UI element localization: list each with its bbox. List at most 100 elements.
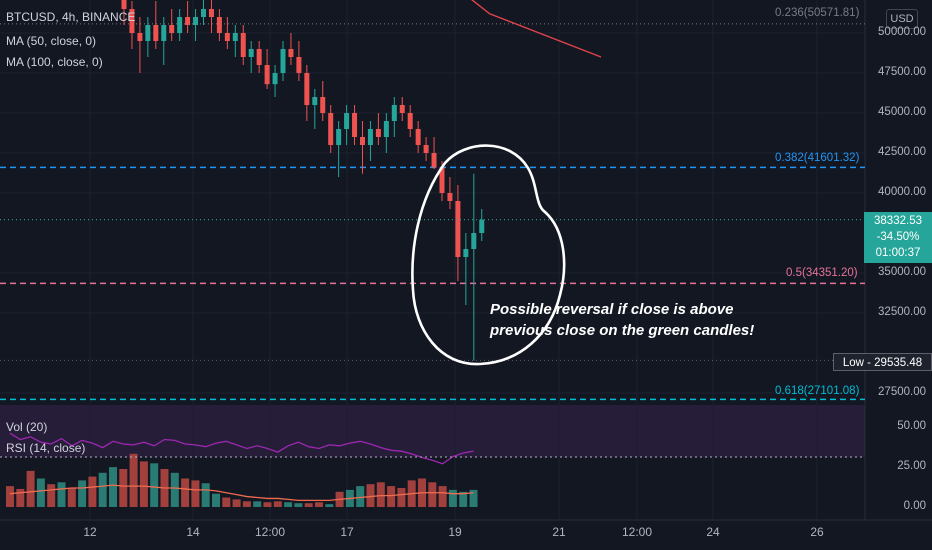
candle-body	[360, 137, 365, 145]
fib-05-label: 0.5(34351.20)	[786, 267, 858, 279]
volume-bar	[448, 489, 457, 507]
candle-body	[439, 167, 445, 193]
candle-body	[463, 249, 469, 257]
rsi-axis-label: 0.00	[903, 500, 926, 512]
candle-body	[352, 113, 358, 137]
volume-bar	[366, 484, 375, 507]
volume-bar	[397, 488, 406, 507]
candle-body	[145, 25, 151, 41]
volume-bar	[242, 501, 251, 507]
volume-bar	[232, 499, 241, 507]
volume-bar	[212, 493, 220, 507]
current-price-value: 38332.53	[874, 215, 922, 227]
volume-bar	[294, 503, 303, 507]
volume-bar	[191, 480, 200, 507]
candle-body	[320, 97, 326, 113]
ma100-legend[interactable]: MA (100, close, 0)	[6, 55, 103, 69]
rsi-axis-label: 25.00	[897, 460, 926, 472]
volume-bar	[469, 489, 478, 507]
volume-bar	[201, 483, 210, 507]
rsi-band	[0, 405, 865, 457]
price-axis-label: 35000.00	[878, 266, 926, 278]
time-axis-tick: 26	[810, 525, 824, 539]
candle-body	[121, 0, 127, 9]
fib-0618-label: 0.618(27101.08)	[775, 385, 860, 397]
candle-body	[455, 201, 461, 257]
annotation-circle[interactable]	[411, 144, 566, 366]
volume-bar	[119, 469, 128, 507]
candle-body	[375, 129, 381, 137]
volume-bars	[6, 453, 478, 507]
volume-ma-line	[9, 484, 474, 501]
time-axis-tick: 12	[83, 525, 97, 539]
candle-body	[336, 129, 342, 145]
time-axis-tick: 12:00	[254, 525, 286, 539]
vol-legend[interactable]: Vol (20)	[6, 420, 48, 434]
current-price-change: -34.50%	[876, 231, 920, 243]
candle-body	[391, 105, 397, 121]
volume-bar	[263, 502, 272, 507]
candle-body	[185, 17, 191, 25]
time-axis-tick: 19	[448, 525, 462, 539]
current-price-tag: 38332.53 -34.50% 01:00:37	[864, 212, 932, 263]
candle-countdown: 01:00:37	[875, 247, 921, 259]
time-axis-tick: 17	[340, 525, 354, 539]
candle-body	[383, 121, 389, 137]
candle-body	[471, 233, 477, 249]
candle-body	[304, 73, 310, 105]
volume-bar	[139, 461, 148, 507]
volume-bar	[57, 482, 66, 507]
candle-body	[153, 25, 159, 41]
candle-body	[415, 129, 421, 145]
candle-body	[447, 193, 453, 201]
candle-body	[193, 17, 199, 25]
price-axis-label: 27500.00	[878, 386, 926, 398]
fib-0382-label: 0.382(41601.32)	[775, 152, 860, 164]
fib-0236-label: 0.236(50571.81)	[775, 7, 860, 19]
volume-bar	[16, 488, 25, 507]
price-axis-label: 32500.00	[878, 306, 926, 318]
price-axis-label: 50000.00	[878, 26, 926, 38]
candle-body	[248, 49, 254, 57]
candle-body	[216, 17, 222, 33]
volume-bar	[109, 467, 117, 507]
candle-body	[312, 97, 318, 105]
rsi-legend[interactable]: RSI (14, close)	[6, 441, 86, 455]
candle-body	[232, 33, 238, 41]
volume-bar	[376, 482, 385, 507]
annotation-text[interactable]: Possible reversal if close is above prev…	[490, 299, 754, 341]
candle-body	[288, 49, 294, 57]
volume-bar	[253, 501, 262, 507]
volume-bar	[222, 497, 231, 507]
ma50-legend[interactable]: MA (50, close, 0)	[6, 34, 97, 48]
symbol-legend[interactable]: BTCUSD, 4h, BINANCE	[6, 10, 136, 24]
currency-button[interactable]: USD	[886, 9, 918, 29]
volume-bar	[459, 491, 468, 507]
candle-body	[399, 105, 405, 113]
volume-bar	[325, 504, 334, 507]
time-axis-tick: 12:00	[621, 525, 653, 539]
time-axis-tick: 14	[186, 525, 200, 539]
candle-body	[423, 145, 429, 153]
low-price-tag: Low - 29535.48	[833, 353, 932, 371]
candle-body	[479, 219, 485, 233]
volume-bar	[88, 476, 97, 507]
price-axis-label: 42500.00	[878, 146, 926, 158]
candle-body	[431, 153, 437, 168]
annotation-line-1: Possible reversal if close is above	[490, 301, 734, 318]
volume-bar	[284, 502, 293, 507]
volume-bar	[428, 482, 437, 507]
volume-bar	[129, 453, 138, 507]
volume-bar	[315, 502, 323, 507]
candle-body	[169, 25, 175, 33]
volume-bar	[304, 503, 313, 507]
candle-body	[264, 65, 270, 85]
time-axis-tick: 21	[552, 525, 566, 539]
candle-body	[161, 25, 167, 41]
candle-body	[280, 49, 286, 73]
candle-body	[201, 9, 206, 17]
candle-body	[129, 9, 135, 33]
volume-bar	[181, 478, 190, 507]
candle-body	[240, 33, 246, 57]
